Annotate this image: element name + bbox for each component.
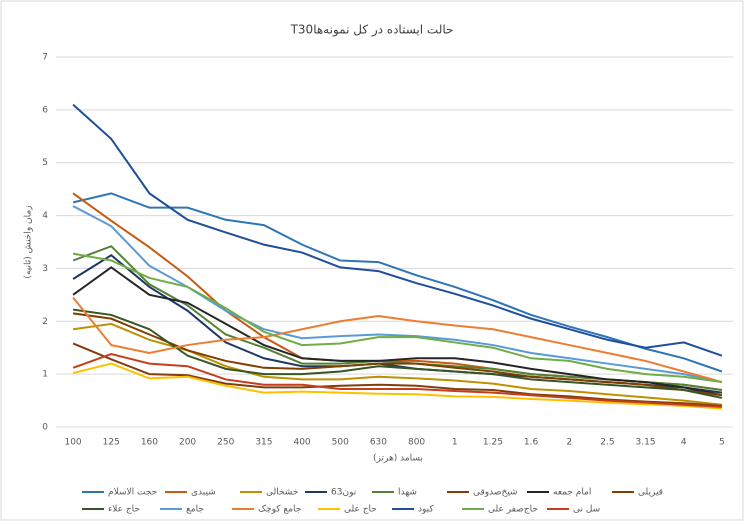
y-tick-label: 2 [42, 317, 48, 327]
x-tick-label: 1 [452, 438, 458, 448]
x-tick-label: 5 [719, 438, 725, 448]
y-tick-label: 0 [42, 423, 48, 433]
series-line [72, 252, 723, 384]
y-tick-label: 3 [42, 264, 48, 274]
x-tick-label: 800 [408, 438, 425, 448]
legend-label: حجت الاسلام [108, 488, 157, 498]
legend-label: جامع [186, 505, 204, 515]
x-tick-label: 400 [293, 438, 310, 448]
series-line [72, 296, 723, 384]
series-line [72, 266, 723, 397]
legend-label: حاج علی [344, 505, 377, 515]
y-tick-label: 1 [42, 370, 48, 380]
legend-label: جامع کوچک [258, 505, 301, 515]
legend-label: خشخالی [266, 488, 298, 498]
x-tick-label: 125 [103, 438, 120, 448]
x-tick-label: 1.25 [483, 438, 503, 448]
y-tick-label: 7 [42, 53, 48, 63]
x-tick-label: 3.15 [636, 438, 656, 448]
series-line [72, 362, 722, 410]
legend-label: قیزیلی [638, 488, 663, 498]
x-tick-label: 500 [332, 438, 349, 448]
x-tick-label: 4 [681, 438, 687, 448]
y-tick-label: 6 [42, 105, 48, 115]
x-tick-label: 315 [255, 438, 272, 448]
legend-label: شیخ‌صدوقی [473, 488, 518, 498]
legend-label: شهدا [398, 488, 417, 498]
y-tick-label: 4 [42, 211, 48, 221]
x-tick-label: 2 [566, 438, 572, 448]
series-line [72, 342, 722, 407]
series-line [72, 103, 723, 357]
y-tick-label: 5 [42, 158, 48, 168]
legend-label: 63نون [331, 488, 356, 498]
x-tick-label: 250 [217, 438, 234, 448]
x-tick-label: 160 [141, 438, 158, 448]
x-tick-label: 630 [370, 438, 387, 448]
x-tick-label: 100 [64, 438, 81, 448]
series-line [72, 353, 722, 408]
x-tick-label: 1.6 [524, 438, 539, 448]
legend-label: امام جمعه [553, 488, 591, 498]
legend-label: سل نی [573, 505, 600, 515]
legend-label: شیبدی [191, 488, 216, 498]
legend-label: حاج علاء [108, 505, 140, 515]
series-line [72, 312, 723, 397]
series-line [72, 205, 723, 384]
legend-label: کبود [418, 505, 434, 515]
series-line [72, 308, 723, 399]
chart-title: T30حالت ایستاده در کل نمونه‌ها [290, 23, 454, 38]
legend-label: حاج‌صفر علی [488, 505, 538, 515]
y-axis-label: زمان واخنش (ثانیه) [24, 205, 34, 278]
x-tick-label: 200 [179, 438, 196, 448]
x-axis-label: بسامد (هرتز) [373, 454, 423, 464]
x-tick-label: 2.5 [600, 438, 614, 448]
series-line [72, 192, 723, 373]
